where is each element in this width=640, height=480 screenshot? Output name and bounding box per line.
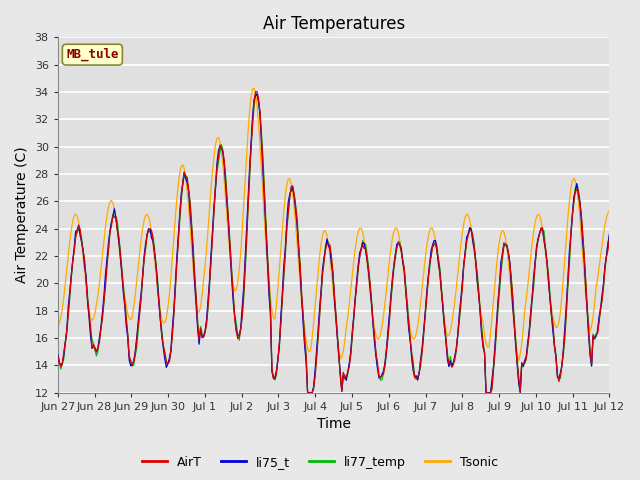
Title: Air Temperatures: Air Temperatures [262,15,404,33]
X-axis label: Time: Time [317,418,351,432]
Y-axis label: Air Temperature (C): Air Temperature (C) [15,147,29,283]
Text: MB_tule: MB_tule [66,48,118,61]
Legend: AirT, li75_t, li77_temp, Tsonic: AirT, li75_t, li77_temp, Tsonic [138,451,502,474]
